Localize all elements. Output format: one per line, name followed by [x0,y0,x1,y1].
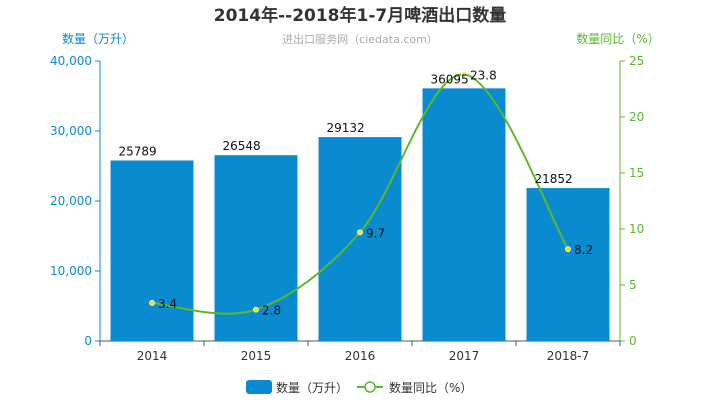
right-y-tick-label: 15 [629,166,644,180]
yoy-value-label: 8.2 [574,243,593,257]
right-axis-title: 数量同比（%） [576,31,659,46]
bar-value-label: 25789 [119,144,157,158]
legend-line-label: 数量同比（%） [389,380,472,395]
x-tick-label: 2014 [137,349,168,363]
legend: 数量（万升） 数量同比（%） [246,380,472,395]
chart-subtitle: 进出口服务网（ciedata.com） [282,32,438,46]
bar-value-label: 29132 [327,121,365,135]
yoy-line [151,73,569,315]
x-tick-label: 2017 [449,349,480,363]
left-y-tick-label: 0 [84,334,92,348]
left-y-tick-label: 40,000 [50,54,92,68]
bar [318,137,402,341]
yoy-point [565,246,571,253]
x-tick-label: 2018-7 [547,349,590,363]
bar [110,160,194,341]
bar-value-label: 21852 [535,172,573,186]
right-y-tick-label: 20 [629,110,644,124]
x-tick-label: 2016 [345,349,376,363]
bar-value-label: 26548 [223,139,261,153]
right-y-tick-label: 10 [629,222,644,236]
yoy-value-label: 23.8 [470,68,497,82]
yoy-point [149,300,155,306]
right-y-tick-label: 5 [629,278,637,292]
left-y-tick-label: 20,000 [50,194,92,208]
bar [526,188,610,341]
legend-line-marker [364,381,376,393]
legend-bar-label: 数量（万升） [276,380,348,395]
legend-bar-swatch [246,380,272,394]
left-y-tick-label: 10,000 [50,264,92,278]
yoy-value-label: 2.8 [262,304,281,318]
x-tick-label: 2015 [241,349,272,363]
yoy-value-label: 9.7 [366,226,385,240]
right-y-tick-label: 25 [629,54,644,68]
chart-title: 2014年--2018年1-7月啤酒出口数量 [214,5,506,26]
left-axis-title: 数量（万升） [62,31,134,46]
yoy-point [461,71,467,78]
bar-value-label: 36095 [431,72,469,86]
yoy-value-label: 3.4 [158,297,177,311]
yoy-point [253,306,259,313]
yoy-point [357,229,363,236]
right-y-tick-label: 0 [629,334,637,348]
left-y-tick-label: 30,000 [50,124,92,138]
bar [422,88,506,342]
